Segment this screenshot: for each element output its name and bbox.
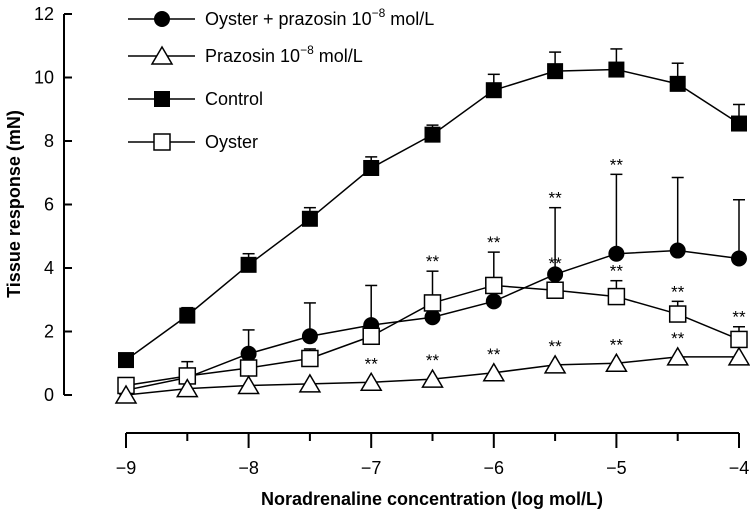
marker-square-filled xyxy=(154,91,170,107)
marker-triangle-open xyxy=(114,384,138,404)
marker-square-filled xyxy=(240,256,257,273)
marker-circle-filled xyxy=(240,345,257,362)
legend-label-unit: mol/L xyxy=(314,46,363,66)
marker-circle-filled xyxy=(731,250,747,267)
marker-square-open xyxy=(153,133,171,151)
marker-square-open xyxy=(607,287,626,306)
marker-square-filled xyxy=(485,82,502,99)
y-ticks: 0 2 4 6 8 10 12 xyxy=(34,4,72,405)
significance-mark: ** xyxy=(671,282,685,301)
significance-mark: ** xyxy=(426,252,440,271)
x-ticks: −9 −8 −7 −6 −5 −4 xyxy=(116,433,750,478)
marker-square-open xyxy=(668,305,687,323)
marker-square-filled xyxy=(363,159,380,176)
y-tick-label: 6 xyxy=(44,195,54,215)
marker-square-open xyxy=(423,294,442,312)
marker-square-open xyxy=(362,327,380,346)
marker-square-filled xyxy=(608,61,625,78)
x-tick-label: −8 xyxy=(238,458,259,478)
significance-mark: ** xyxy=(365,354,379,373)
series-oyster: ** ** ** ** ** ** xyxy=(117,233,748,395)
marker-triangle-open xyxy=(421,368,444,388)
significance-mark: ** xyxy=(487,345,501,364)
significance-mark: ** xyxy=(732,308,746,327)
legend-label-superscript: −8 xyxy=(372,6,386,20)
axes: 0 2 4 6 8 10 12 −9 −8 −7 −6 −5 −4 Tissue response (… xyxy=(4,4,749,509)
marker-square-open xyxy=(301,349,319,368)
marker-triangle-open xyxy=(237,374,260,395)
y-tick-label: 2 xyxy=(44,322,54,342)
x-tick-label: −5 xyxy=(606,458,627,478)
marker-square-filled xyxy=(301,210,318,227)
marker-square-filled xyxy=(547,63,564,80)
marker-square-filled xyxy=(424,126,441,143)
significance-mark: ** xyxy=(426,351,440,370)
marker-triangle-open xyxy=(150,45,174,65)
legend-item-oyster: Oyster xyxy=(128,132,258,152)
marker-circle-filled xyxy=(669,242,686,259)
marker-square-open xyxy=(730,330,748,349)
significance-mark: ** xyxy=(610,262,624,281)
y-tick-label: 10 xyxy=(34,68,54,88)
legend-label-text: Control xyxy=(205,89,263,109)
marker-square-filled xyxy=(731,115,747,132)
marker-square-filled xyxy=(118,352,134,369)
significance-mark: ** xyxy=(548,189,562,208)
marker-square-filled xyxy=(669,75,686,92)
y-axis-title: Tissue response (mN) xyxy=(4,110,24,298)
legend-label-text: Prazosin 10 xyxy=(205,46,300,66)
marker-square-open xyxy=(485,276,503,295)
y-tick-label: 0 xyxy=(44,385,54,405)
marker-triangle-open xyxy=(605,352,628,372)
legend-label-text: Oyster xyxy=(205,132,258,152)
significance-mark: ** xyxy=(548,337,562,356)
significance-mark: ** xyxy=(487,233,501,252)
x-axis-title: Noradrenaline concentration (log mol/L) xyxy=(261,489,603,509)
legend-item-control: Control xyxy=(128,89,263,109)
y-tick-label: 12 xyxy=(34,4,54,24)
marker-circle-filled xyxy=(608,245,625,262)
x-tick-label: −9 xyxy=(116,458,137,478)
marker-square-filled xyxy=(179,307,196,324)
y-tick-label: 8 xyxy=(44,131,54,151)
legend-item-oyster_prazosin: Oyster + prazosin 10−8 mol/L xyxy=(128,6,434,29)
legend-label-text: Oyster + prazosin 10 xyxy=(205,9,372,29)
marker-square-open xyxy=(239,359,258,377)
legend-label: Oyster xyxy=(205,132,258,152)
series-control xyxy=(118,48,747,369)
marker-circle-filled xyxy=(424,309,441,326)
x-tick-label: −4 xyxy=(729,458,750,478)
series-prazosin: ** ** ** ** ** ** xyxy=(114,329,750,404)
marker-triangle-open xyxy=(666,346,690,366)
x-tick-label: −7 xyxy=(361,458,382,478)
y-tick-label: 4 xyxy=(44,258,54,278)
legend-label: Oyster + prazosin 10−8 mol/L xyxy=(205,6,434,29)
series-layer: ** ** ** ** ** ** ** ** ** ** ** ** ** ** xyxy=(114,48,750,404)
marker-triangle-open xyxy=(175,378,199,398)
marker-circle-filled xyxy=(154,11,170,27)
significance-mark: ** xyxy=(548,254,562,273)
legend-item-prazosin: Prazosin 10−8 mol/L xyxy=(128,43,363,66)
legend-label: Prazosin 10−8 mol/L xyxy=(205,43,363,66)
significance-mark: ** xyxy=(671,329,685,348)
marker-triangle-open xyxy=(543,354,567,374)
marker-triangle-open xyxy=(359,371,383,392)
significance-mark: ** xyxy=(610,155,624,174)
marker-circle-filled xyxy=(485,293,502,310)
significance-mark: ** xyxy=(610,335,624,354)
marker-square-open xyxy=(546,281,564,299)
x-tick-label: −6 xyxy=(484,458,505,478)
marker-circle-filled xyxy=(301,328,318,345)
legend-label-unit: mol/L xyxy=(385,9,434,29)
legend-label: Control xyxy=(205,89,263,109)
legend-label-superscript: −8 xyxy=(300,43,314,57)
marker-triangle-open xyxy=(482,362,506,382)
marker-triangle-open xyxy=(298,373,322,393)
marker-triangle-open xyxy=(727,346,750,366)
